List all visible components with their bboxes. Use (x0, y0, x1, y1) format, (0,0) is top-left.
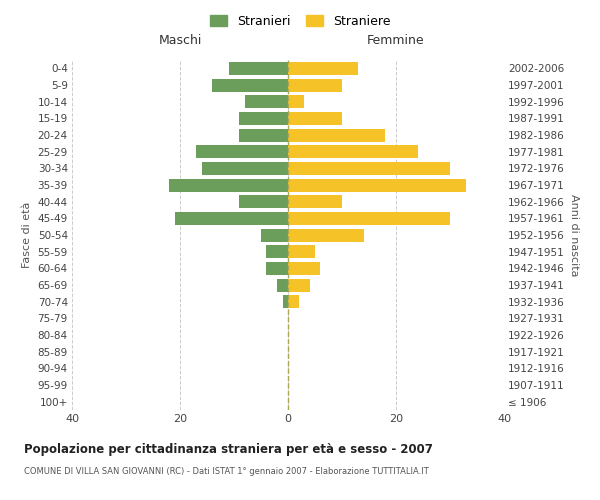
Bar (288, 112, 342, 125)
Bar (288, 145, 418, 158)
Bar (288, 195, 342, 208)
Bar (239, 112, 288, 125)
Text: COMUNE DI VILLA SAN GIOVANNI (RC) - Dati ISTAT 1° gennaio 2007 - Elaborazione TU: COMUNE DI VILLA SAN GIOVANNI (RC) - Dati… (24, 468, 429, 476)
Bar (288, 78, 342, 92)
Legend: Stranieri, Straniere: Stranieri, Straniere (206, 11, 394, 32)
Bar (288, 62, 358, 75)
Bar (266, 262, 288, 275)
Bar (288, 295, 299, 308)
Bar (239, 128, 288, 141)
Bar (288, 128, 385, 141)
Bar (288, 162, 450, 175)
Bar (277, 278, 288, 291)
Bar (245, 95, 288, 108)
Bar (283, 295, 288, 308)
Bar (196, 145, 288, 158)
Bar (266, 245, 288, 258)
Bar (202, 162, 288, 175)
Bar (175, 212, 288, 225)
Bar (229, 62, 288, 75)
Bar (239, 195, 288, 208)
Bar (288, 262, 320, 275)
Bar (288, 278, 310, 291)
Bar (288, 228, 364, 241)
Bar (288, 245, 315, 258)
Y-axis label: Fasce di età: Fasce di età (22, 202, 32, 268)
Bar (288, 178, 466, 192)
Text: Maschi: Maschi (158, 34, 202, 46)
Y-axis label: Anni di nascita: Anni di nascita (569, 194, 579, 276)
Bar (261, 228, 288, 241)
Bar (212, 78, 288, 92)
Bar (288, 95, 304, 108)
Text: Popolazione per cittadinanza straniera per età e sesso - 2007: Popolazione per cittadinanza straniera p… (24, 442, 433, 456)
Bar (169, 178, 288, 192)
Text: Femmine: Femmine (367, 34, 425, 46)
Bar (288, 212, 450, 225)
